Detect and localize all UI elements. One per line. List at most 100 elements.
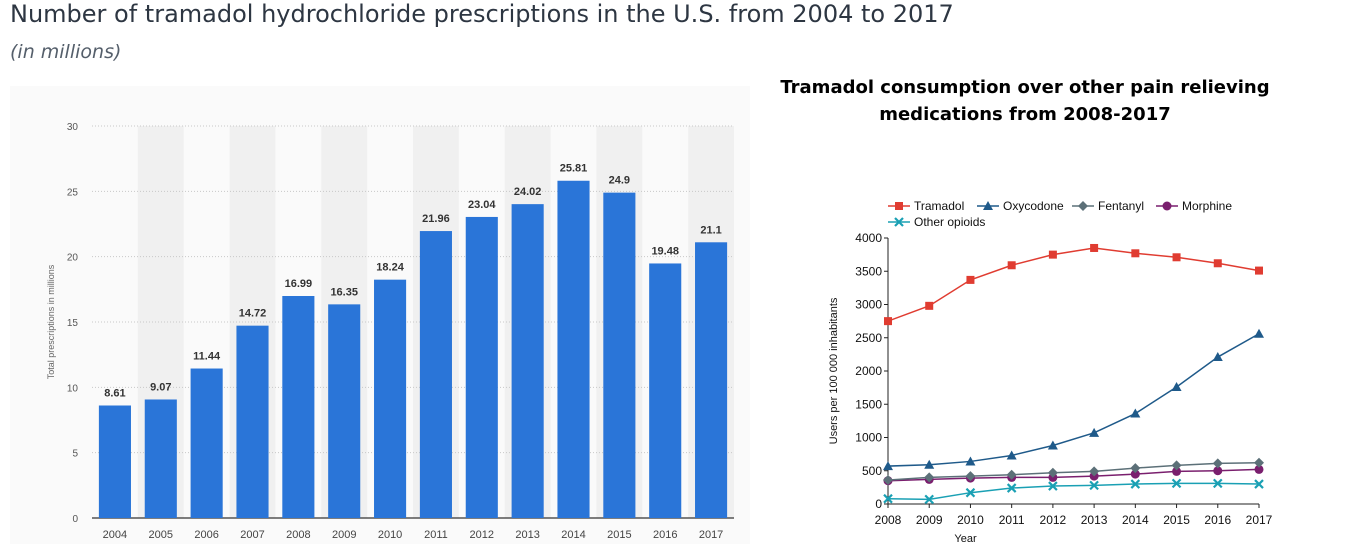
legend-label-oxycodone: Oxycodone: [1003, 199, 1064, 213]
series-line-tramadol: [887, 247, 1260, 322]
point-tramadol: [966, 275, 975, 284]
bar-2013: [511, 204, 544, 518]
bar-2010: [374, 279, 407, 518]
y-tick-label: 3500: [855, 264, 882, 278]
x-tick-label: 2011: [424, 529, 448, 541]
x-tick-label: 2010: [378, 529, 402, 541]
y-tick-label: 4000: [855, 231, 882, 245]
x-tick-label: 2016: [653, 529, 677, 541]
data-label: 14.72: [239, 308, 267, 320]
point-tramadol: [1131, 249, 1140, 258]
x-tick-label: 2013: [515, 529, 539, 541]
point-tramadol: [1255, 266, 1263, 275]
x-tick-label: 2010: [957, 513, 984, 527]
point-other-opioids: [924, 494, 934, 505]
bar-chart-panel: 0 5 10 15 20 25 30 Total prescriptions in milli…: [10, 86, 750, 544]
x-tick-label: 2009: [916, 513, 943, 527]
point-oxycodone: [1006, 450, 1017, 460]
point-other-opioids: [1089, 480, 1099, 491]
bar-2012: [465, 216, 498, 518]
y-tick-label: 5: [72, 449, 78, 460]
bar-2005: [144, 399, 177, 518]
x-tick-label: 2008: [875, 513, 902, 527]
data-label: 19.48: [651, 245, 679, 257]
x-tick-label: 2015: [1163, 513, 1190, 527]
x-tick-label: 2012: [470, 529, 494, 541]
line-chart-panel: 0 500 1000 1500 2000 2500 3000 3500 4000 2008 2009…: [780, 190, 1360, 544]
y-tick-label: 0: [875, 497, 882, 511]
legend-label-fentanyl: Fentanyl: [1098, 199, 1144, 213]
y-tick-label: 15: [67, 318, 79, 329]
bar-2007: [236, 325, 269, 518]
point-fentanyl: [965, 471, 976, 482]
point-other-opioids: [883, 493, 893, 504]
bar-2017: [695, 242, 728, 518]
x-tick-label: 2006: [194, 529, 218, 541]
x-tick-label: 2017: [699, 529, 723, 541]
bar-2016: [649, 263, 682, 518]
bar-2011: [419, 231, 452, 518]
point-morphine: [1213, 466, 1223, 476]
bar-2004: [98, 405, 131, 518]
y-tick-label: 30: [67, 122, 79, 133]
point-fentanyl: [1212, 458, 1223, 469]
point-oxycodone: [1047, 440, 1058, 450]
x-tick-label: 2007: [240, 529, 264, 541]
point-other-opioids: [1006, 483, 1017, 493]
y-axis-label: Users per 100 000 inhabitants: [828, 297, 840, 444]
x-tick-label: 2013: [1081, 513, 1108, 527]
point-morphine: [1130, 469, 1140, 479]
x-tick-label: 2012: [1040, 513, 1067, 527]
x-tick-label: 2005: [149, 529, 173, 541]
bar-chart: 0 5 10 15 20 25 30 Total prescriptions in milli…: [10, 86, 750, 544]
point-oxycodone: [924, 459, 935, 469]
legend-marker-oxycodone: [983, 201, 993, 210]
y-tick-label: 2500: [855, 331, 882, 345]
point-oxycodone: [965, 456, 976, 466]
point-fentanyl: [1089, 466, 1100, 477]
point-morphine: [1172, 466, 1182, 476]
point-fentanyl: [1006, 469, 1017, 480]
point-other-opioids: [1048, 481, 1058, 491]
series-line-morphine: [887, 468, 1260, 482]
line-chart: 0 500 1000 1500 2000 2500 3000 3500 4000 2008 2009…: [828, 199, 1273, 544]
series-line-oxycodone: [887, 333, 1260, 467]
y-tick-label: 10: [67, 383, 79, 394]
point-other-opioids: [1254, 479, 1264, 489]
point-tramadol: [1048, 250, 1057, 259]
data-label: 23.04: [468, 199, 496, 211]
point-oxycodone: [1254, 328, 1264, 338]
x-tick-label: 2009: [332, 529, 356, 541]
series-line-fentanyl: [887, 462, 1260, 481]
data-label: 11.44: [193, 351, 221, 363]
point-oxycodone: [1171, 381, 1182, 391]
y-tick-label: 3000: [855, 298, 882, 312]
point-tramadol: [1172, 253, 1181, 262]
x-tick-label: 2008: [286, 529, 310, 541]
y-tick-label: 20: [67, 253, 79, 264]
point-other-opioids: [1130, 479, 1141, 489]
point-oxycodone: [1212, 352, 1223, 362]
point-other-opioids: [1213, 478, 1223, 489]
page-title: Number of tramadol hydrochloride prescri…: [10, 0, 954, 28]
legend-marker-morphine: [1162, 201, 1172, 211]
point-tramadol: [1213, 259, 1222, 268]
x-tick-label: 2004: [103, 529, 127, 541]
point-fentanyl: [924, 472, 935, 483]
y-tick-label: 0: [72, 514, 78, 525]
y-tick-label: 2000: [855, 364, 882, 378]
bar-2008: [282, 295, 315, 518]
y-tick-label: 500: [862, 464, 882, 478]
data-label: 25.81: [560, 163, 588, 175]
point-fentanyl: [1171, 460, 1182, 471]
data-label: 21.1: [700, 224, 721, 236]
y-tick-label: 1000: [855, 431, 882, 445]
data-label: 24.02: [514, 186, 542, 198]
legend-label-morphine: Morphine: [1182, 199, 1232, 213]
x-tick-label: 2011: [999, 513, 1025, 527]
bar-2009: [328, 304, 361, 518]
point-oxycodone: [1089, 427, 1100, 437]
point-tramadol: [1007, 261, 1016, 270]
x-tick-label: 2014: [561, 529, 585, 541]
x-tick-label: 2014: [1122, 513, 1149, 527]
